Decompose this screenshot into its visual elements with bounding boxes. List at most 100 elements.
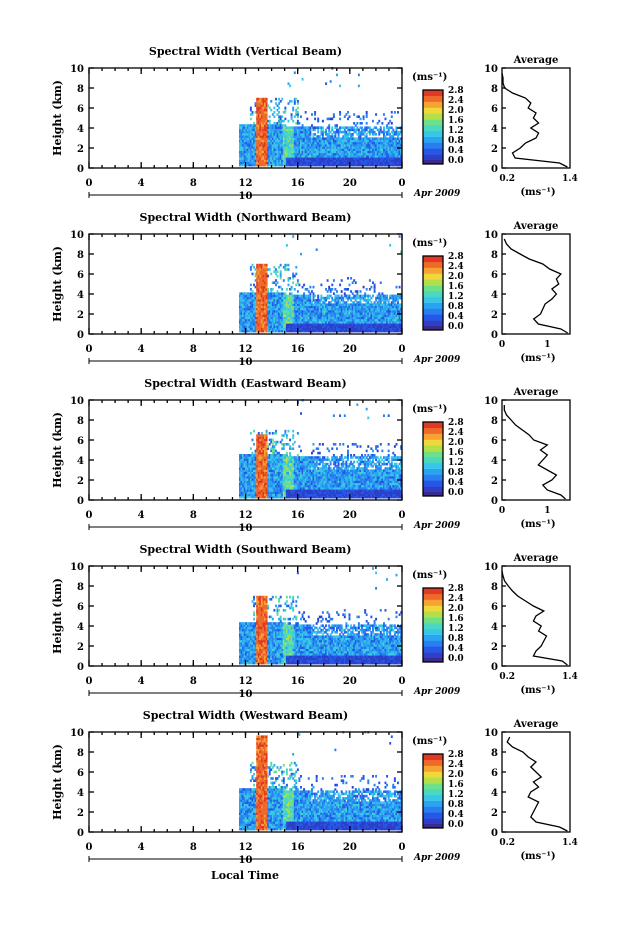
heatmap-cell xyxy=(267,159,270,162)
heatmap-cell xyxy=(387,152,390,156)
heatmap-cell xyxy=(284,471,287,475)
heatmap-cell xyxy=(342,305,345,309)
heatmap-cell xyxy=(339,307,342,311)
heatmap-cell xyxy=(336,301,338,304)
heatmap-cell xyxy=(276,310,279,313)
heatmap-cell xyxy=(289,277,292,280)
heatmap-cell xyxy=(392,144,395,147)
heatmap-cell xyxy=(357,73,360,77)
heatmap-cell xyxy=(278,465,281,468)
heatmap-cell xyxy=(248,318,251,322)
heatmap-cell xyxy=(240,491,243,494)
heatmap-cell xyxy=(353,329,356,333)
heatmap-cell xyxy=(295,155,298,158)
heatmap-cell xyxy=(298,159,301,162)
heatmap-cell xyxy=(265,159,268,162)
heatmap-cell xyxy=(249,299,252,302)
heatmap-cell xyxy=(251,325,254,328)
heatmap-cell xyxy=(282,279,285,282)
heatmap-cell xyxy=(328,301,331,304)
heatmap-cell xyxy=(270,126,273,129)
heatmap-cell xyxy=(281,321,284,324)
heatmap-cell xyxy=(257,484,260,488)
heatmap-cell xyxy=(334,148,337,151)
heatmap-cell xyxy=(342,323,345,326)
heatmap-cell xyxy=(361,316,363,320)
heatmap-cell xyxy=(278,130,281,134)
heatmap-cell xyxy=(260,139,263,143)
heatmap-cell xyxy=(350,159,353,162)
heatmap-cell xyxy=(339,113,342,116)
heatmap-cell xyxy=(259,305,262,309)
heatmap-cell xyxy=(243,150,246,154)
heatmap-cell xyxy=(249,137,252,140)
heatmap-cell xyxy=(259,323,262,326)
heatmap-cell xyxy=(285,307,288,311)
heatmap-cell xyxy=(315,144,318,147)
heatmap-cell xyxy=(251,263,254,267)
heatmap-cell xyxy=(301,327,304,331)
heatmap-cell xyxy=(282,126,285,129)
heatmap-cell xyxy=(243,141,246,145)
heatmap-cell xyxy=(301,312,304,315)
heatmap-cell xyxy=(395,159,398,162)
heatmap-cell xyxy=(265,323,268,326)
heatmap-cell xyxy=(256,318,259,322)
heatmap-cell xyxy=(348,155,351,158)
heatmap-cell xyxy=(243,130,246,134)
heatmap-cell xyxy=(254,487,257,490)
heatmap-cell xyxy=(340,126,343,129)
heatmap-cell xyxy=(251,130,254,134)
heatmap-cell xyxy=(251,493,254,497)
heatmap-cell xyxy=(384,141,387,145)
heatmap-cell xyxy=(256,491,259,494)
heatmap-cell xyxy=(321,312,324,315)
heatmap-cell xyxy=(256,434,259,437)
heatmap-cell xyxy=(300,135,302,138)
heatmap-cell xyxy=(243,299,246,302)
heatmap-cell xyxy=(260,133,263,136)
heatmap-cell xyxy=(276,325,279,328)
heatmap-cell xyxy=(289,299,292,302)
heatmap-cell xyxy=(292,305,295,309)
heatmap-cell xyxy=(307,294,310,298)
heatmap-cell xyxy=(350,128,353,132)
heatmap-cell xyxy=(265,476,268,479)
heatmap-cell xyxy=(295,128,298,132)
heatmap-cell xyxy=(342,148,345,151)
y-tick-label: 2 xyxy=(77,310,84,321)
heatmap-cell xyxy=(300,323,302,326)
heatmap-cell xyxy=(259,274,262,278)
heatmap-cell xyxy=(315,314,318,317)
heatmap-cell xyxy=(373,150,376,154)
y-axis-label: Height (km) xyxy=(51,80,64,156)
heatmap-cell xyxy=(279,469,282,472)
heatmap-cell xyxy=(256,296,259,300)
heatmap-cell xyxy=(304,146,307,149)
heatmap-cell xyxy=(257,434,260,437)
heatmap-cell xyxy=(334,146,337,149)
heatmap-cell xyxy=(256,489,259,492)
heatmap-cell xyxy=(243,133,246,136)
heatmap-cell xyxy=(268,460,271,464)
heatmap-cell xyxy=(340,144,343,147)
heatmap-cell xyxy=(378,323,381,326)
heatmap-cell xyxy=(350,307,353,311)
heatmap-cell xyxy=(260,305,263,309)
heatmap-cell xyxy=(251,133,254,136)
heatmap-cell xyxy=(315,321,318,324)
heatmap-cell xyxy=(279,310,282,313)
heatmap-cell xyxy=(273,159,276,162)
heatmap-cell xyxy=(361,305,363,309)
heatmap-cell xyxy=(271,478,274,481)
heatmap-cell xyxy=(249,487,252,490)
heatmap-cell xyxy=(275,152,277,156)
heatmap-cell xyxy=(379,152,382,156)
heatmap-cell xyxy=(248,144,251,147)
heatmap-cell xyxy=(301,316,304,320)
heatmap-cell xyxy=(361,133,363,136)
heatmap-cell xyxy=(257,327,260,331)
heatmap-cell xyxy=(339,314,342,317)
heatmap-cell xyxy=(400,318,403,322)
heatmap-cell xyxy=(347,137,349,140)
